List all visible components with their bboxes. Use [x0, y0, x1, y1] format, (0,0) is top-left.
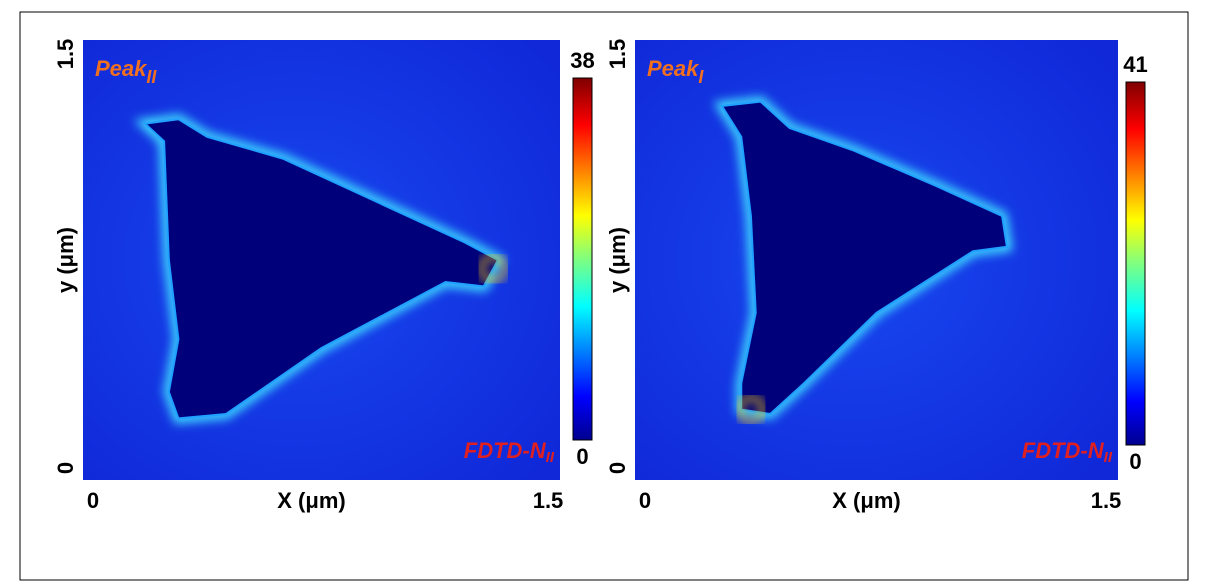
y-tick-label: 1.5 — [605, 39, 630, 70]
x-tick-label: 0 — [87, 488, 99, 513]
title-text: Peak — [647, 56, 700, 81]
colorbar-tick-label: 41 — [1123, 52, 1147, 77]
colorbar-tick-label: 38 — [570, 48, 594, 73]
colorbar-tick-label: 0 — [1129, 449, 1141, 474]
y-tick-label: 0 — [605, 462, 630, 474]
particle — [142, 118, 500, 420]
panel-title: PeakI — [647, 56, 704, 87]
annotation: FDTD-NII — [464, 438, 555, 466]
colorbar — [1125, 81, 1146, 446]
annotation-text: FDTD-N — [464, 438, 547, 463]
figure-border — [19, 11, 1189, 581]
annotation-subscript: II — [546, 449, 555, 466]
y-axis-label: y (μm) — [605, 227, 630, 293]
annotation-text: FDTD-N — [1022, 438, 1105, 463]
x-tick-label: 1.5 — [1091, 488, 1122, 513]
y-tick-label: 1.5 — [53, 39, 78, 70]
panel-title: PeakII — [95, 56, 157, 87]
particle — [720, 100, 1009, 416]
title-subscript: II — [146, 67, 157, 87]
y-axis-label: y (μm) — [53, 227, 78, 293]
colorbar-tick-label: 0 — [576, 444, 588, 469]
x-tick-label: 1.5 — [533, 488, 564, 513]
x-axis-label: X (μm) — [277, 488, 345, 513]
hotspot — [736, 395, 765, 424]
title-subscript: I — [698, 67, 704, 87]
colorbar — [572, 77, 593, 441]
hotspot — [479, 254, 508, 283]
x-axis-label: X (μm) — [832, 488, 900, 513]
title-text: Peak — [95, 56, 148, 81]
y-tick-label: 0 — [53, 462, 78, 474]
x-tick-label: 0 — [639, 488, 651, 513]
annotation: FDTD-NII — [1022, 438, 1113, 466]
annotation-subscript: II — [1104, 449, 1113, 466]
